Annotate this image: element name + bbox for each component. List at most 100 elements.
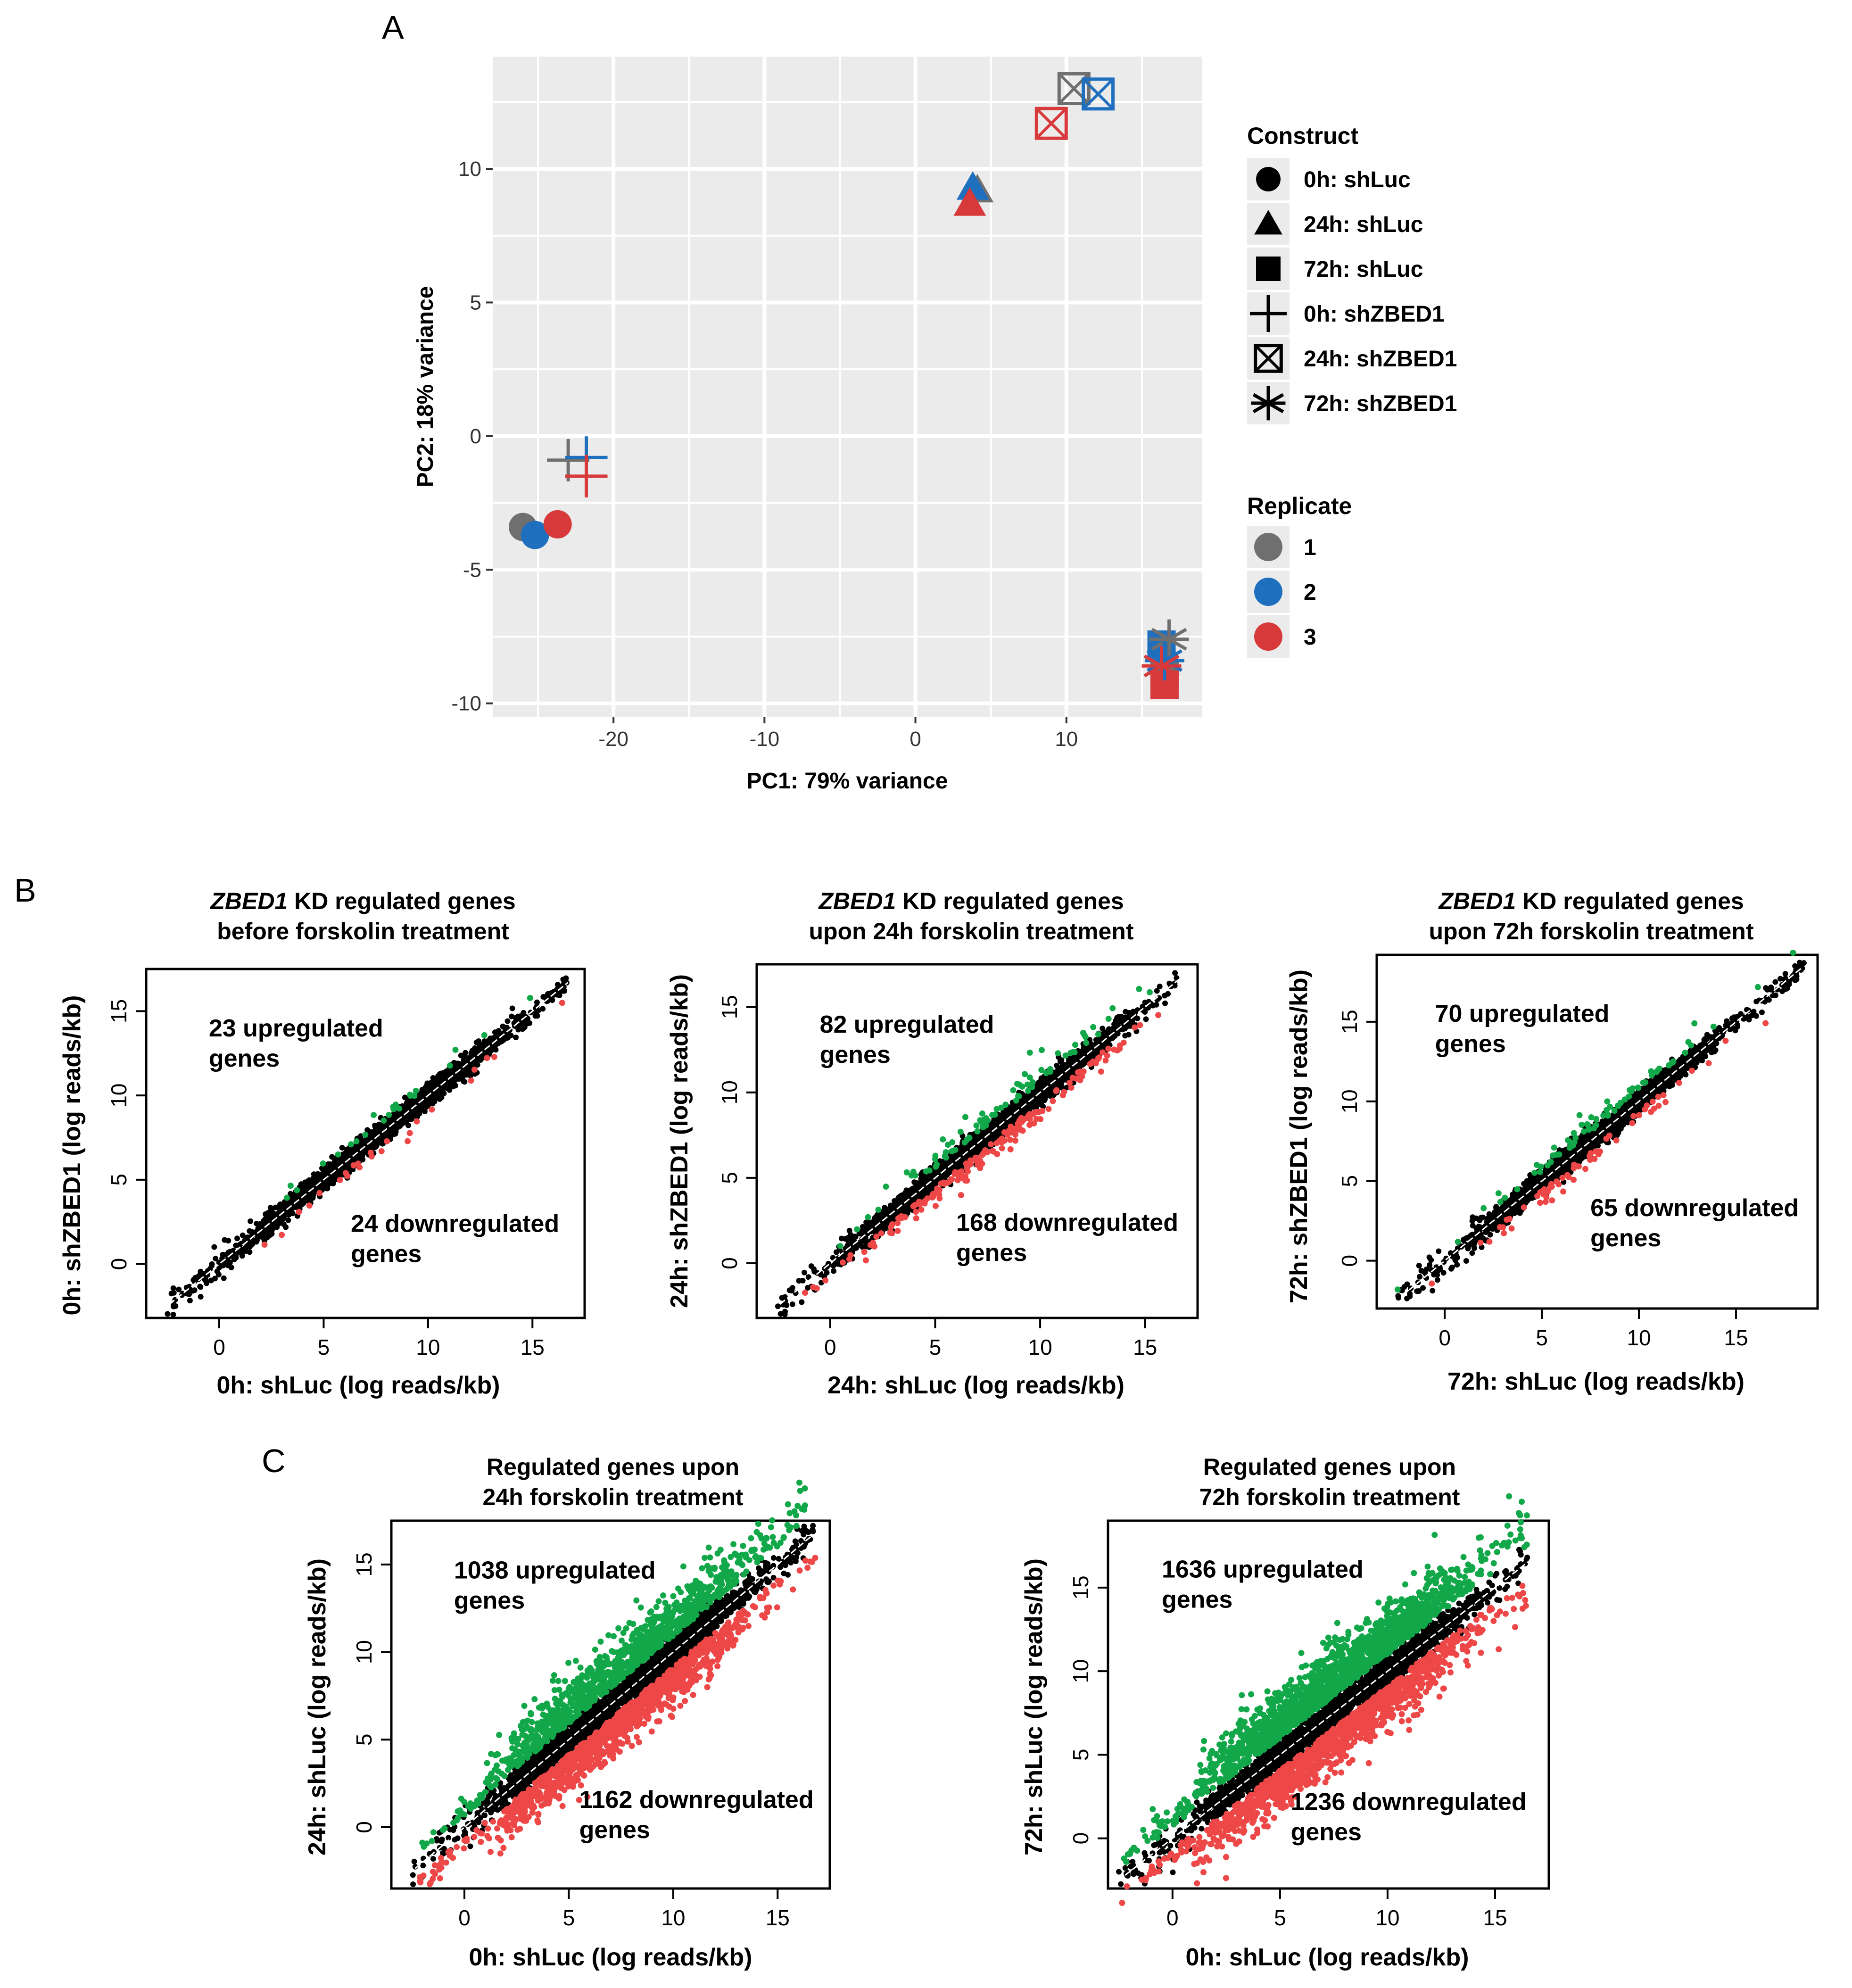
- legend-asterisk-symbol: [1251, 386, 1286, 421]
- legend-label-72h-shluc: 72h: shLuc: [1304, 257, 1423, 282]
- legend-asterisk-marker: [1251, 386, 1286, 421]
- point-unchanged: [824, 1269, 830, 1276]
- point-upregulated: [380, 1117, 387, 1124]
- point-unchanged: [221, 1275, 227, 1281]
- point-unchanged: [860, 1224, 866, 1230]
- point-downregulated: [343, 1170, 349, 1176]
- legend-item-0h-shzbed1: 0h: shZBED1: [1247, 292, 1445, 335]
- point-unchanged: [190, 1277, 197, 1283]
- point-downregulated: [406, 1130, 413, 1136]
- b1-x-axis-label: 0h: shLuc (log reads/kb): [217, 1372, 500, 1399]
- marker-circle: [543, 510, 572, 538]
- point-unchanged: [796, 1278, 802, 1284]
- point-unchanged: [236, 1242, 242, 1248]
- point-unchanged: [953, 1161, 959, 1167]
- pca-legend: Construct 0h: shLuc 24h: shLuc 72h: shLu…: [1247, 123, 1457, 658]
- point-unchanged: [442, 1069, 448, 1076]
- point-upregulated: [446, 1062, 453, 1069]
- point-unchanged: [831, 1268, 837, 1274]
- point-upregulated: [481, 1032, 488, 1038]
- point-upregulated: [407, 1093, 413, 1099]
- legend-label-72h-shzbed1: 72h: shZBED1: [1304, 391, 1457, 416]
- point-unchanged: [253, 1239, 259, 1245]
- marker-box: [1057, 72, 1091, 106]
- legend-item-0h-shluc: 0h: shLuc: [1247, 158, 1411, 200]
- point-downregulated: [559, 1000, 565, 1006]
- point-unchanged: [187, 1298, 193, 1304]
- point-unchanged: [165, 1311, 171, 1317]
- point-unchanged: [325, 1180, 331, 1186]
- point-unchanged: [501, 1024, 507, 1030]
- point-unchanged: [521, 1010, 527, 1016]
- point-upregulated: [452, 1046, 459, 1053]
- point-unchanged: [273, 1204, 279, 1210]
- point-unchanged: [476, 1038, 482, 1044]
- point-unchanged: [267, 1204, 273, 1210]
- pca-x-tick-label: 0: [909, 728, 921, 751]
- plot-frame: [145, 968, 586, 1319]
- point-downregulated: [413, 1118, 420, 1125]
- x-tick-label: 15: [521, 1335, 545, 1359]
- point-unchanged: [456, 1076, 463, 1082]
- y-tick-label: 5: [107, 1174, 131, 1186]
- point-upregulated: [362, 1132, 369, 1138]
- point-unchanged: [534, 1013, 540, 1019]
- point-unchanged: [508, 1032, 514, 1038]
- data-points: [165, 975, 570, 1317]
- point-unchanged: [420, 1104, 426, 1110]
- legend-replicate-3-swatch: [1254, 622, 1282, 651]
- point-unchanged: [1162, 993, 1168, 999]
- point-unchanged: [786, 1287, 793, 1293]
- point-downregulated: [316, 1190, 323, 1196]
- point-unchanged: [540, 994, 546, 1000]
- point-upregulated: [396, 1105, 403, 1112]
- legend-label-24h-shzbed1: 24h: shZBED1: [1304, 347, 1457, 372]
- pca-point-circle: [543, 510, 572, 538]
- point-downregulated: [468, 1077, 474, 1084]
- b1-title-rest: KD regulated genes: [288, 888, 515, 914]
- legend-item-24h-shzbed1: 24h: shZBED1: [1247, 337, 1457, 380]
- pca-y-axis-label: PC2: 18% variance: [413, 286, 438, 488]
- point-unchanged: [847, 1232, 853, 1238]
- pca-y-tick-label: -5: [463, 558, 481, 581]
- pca-x-tick-label: -10: [750, 728, 780, 751]
- legend-item-replicate-1: 1: [1247, 526, 1316, 568]
- point-unchanged: [243, 1248, 249, 1254]
- panel-label-b: B: [14, 872, 36, 909]
- point-unchanged: [212, 1276, 218, 1282]
- point-unchanged: [198, 1293, 204, 1300]
- legend-label-24h-shluc: 24h: shLuc: [1304, 212, 1423, 237]
- point-unchanged: [882, 1204, 888, 1210]
- point-unchanged: [448, 1083, 454, 1089]
- point-unchanged: [407, 1101, 413, 1107]
- marker-box-diag2: [1082, 78, 1114, 110]
- point-unchanged: [1057, 1065, 1063, 1071]
- legend-replicate-title: Replicate: [1247, 493, 1352, 519]
- point-unchanged: [1162, 1000, 1168, 1006]
- marker-triangle: [956, 171, 989, 200]
- point-unchanged: [789, 1301, 795, 1308]
- point-unchanged: [211, 1244, 217, 1250]
- legend-item-replicate-3: 3: [1247, 615, 1316, 658]
- legend-item-72h-shluc: 72h: shLuc: [1247, 248, 1423, 290]
- legend-triangle-marker: [1254, 210, 1282, 235]
- point-unchanged: [339, 1157, 345, 1163]
- pca-x-axis-label: PC1: 79% variance: [747, 769, 948, 794]
- pca-x-tick-label: 10: [1055, 728, 1078, 751]
- point-unchanged: [204, 1280, 210, 1286]
- point-unchanged: [833, 1249, 839, 1255]
- point-unchanged: [170, 1311, 176, 1317]
- point-unchanged: [327, 1164, 333, 1170]
- point-unchanged: [240, 1232, 246, 1238]
- legend-square-symbol: [1256, 257, 1281, 281]
- pca-y-tick-label: 10: [458, 157, 481, 181]
- point-downregulated: [367, 1149, 374, 1156]
- pca-point-boxx: [1082, 77, 1115, 111]
- marker-triangle: [953, 187, 986, 216]
- point-unchanged: [1143, 1016, 1149, 1022]
- point-unchanged: [516, 1016, 522, 1022]
- point-unchanged: [838, 1235, 844, 1242]
- b1-title-italic: ZBED1: [209, 888, 288, 914]
- point-unchanged: [1069, 1069, 1075, 1076]
- point-unchanged: [339, 1144, 345, 1151]
